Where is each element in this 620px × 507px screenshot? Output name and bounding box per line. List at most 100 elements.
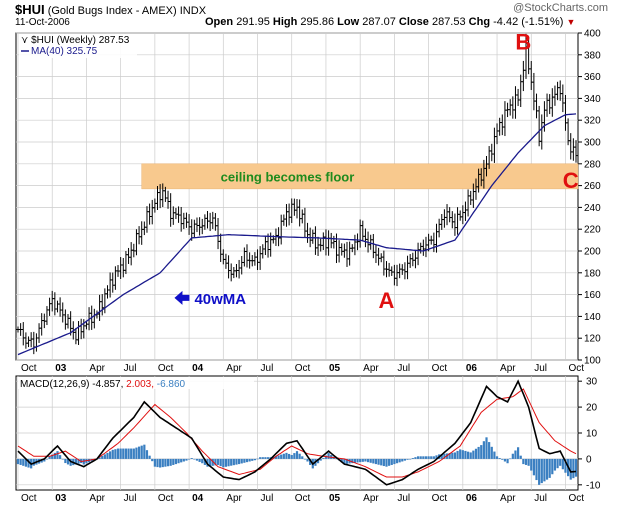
histogram-bar	[56, 451, 59, 459]
macd-xtick-label: Apr	[363, 493, 379, 504]
low-value: 287.07	[362, 16, 396, 28]
histogram-bar	[359, 458, 362, 463]
histogram-bar	[114, 449, 117, 459]
left-arrow-icon	[174, 290, 190, 305]
histogram-bar	[448, 453, 451, 459]
histogram-bar	[532, 458, 535, 476]
macd-ytick-label: 20	[586, 403, 598, 414]
macd-xtick-label: Jul	[124, 493, 137, 504]
band-label: ceiling becomes floor	[221, 169, 355, 184]
histogram-bar	[469, 452, 472, 459]
histogram-bar	[280, 454, 283, 459]
histogram-bar	[198, 458, 201, 462]
histogram-bar	[511, 453, 514, 459]
histogram-bar	[227, 458, 230, 467]
histogram-bar	[327, 453, 330, 459]
histogram-bar	[187, 458, 191, 460]
histogram-bar	[380, 458, 383, 466]
histogram-bar	[145, 450, 149, 459]
macd-xtick-label: Apr	[500, 493, 516, 504]
histogram-bar	[245, 458, 249, 463]
price-xtick-label: Apr	[363, 363, 379, 374]
histogram-bar	[564, 458, 567, 473]
histogram-bar	[174, 458, 178, 465]
histogram-bar	[209, 458, 212, 467]
histogram-bar	[322, 458, 325, 459]
histogram-bar	[274, 456, 278, 459]
histogram-bar	[64, 458, 67, 464]
histogram-bar	[293, 453, 296, 459]
low-label: Low	[337, 16, 360, 28]
histogram-bar	[453, 452, 457, 459]
histogram-bar	[477, 446, 480, 459]
macd-legend-part: -6.860	[157, 379, 186, 390]
price-ytick-label: 280	[584, 159, 601, 170]
brand-watermark: @StockCharts.com	[513, 2, 608, 14]
price-xtick-label: 04	[192, 363, 204, 374]
histogram-bar	[506, 458, 509, 464]
open-label: Open	[205, 16, 234, 28]
macd-ytick-label: 30	[586, 377, 598, 388]
histogram-bar	[527, 458, 530, 466]
macd-legend: MACD(12,26,9) -4.857, 2.003, -6.860	[20, 379, 186, 390]
histogram-bar	[385, 458, 388, 467]
histogram-bar	[466, 451, 470, 459]
annotation-b: B	[515, 30, 531, 55]
histogram-bar	[406, 458, 409, 460]
histogram-bar	[301, 456, 304, 459]
histogram-bar	[116, 448, 120, 459]
price-xtick-label: Oct	[21, 363, 37, 374]
histogram-bar	[161, 458, 164, 468]
histogram-bar	[416, 456, 420, 459]
histogram-bar	[522, 458, 525, 465]
histogram-bar	[298, 453, 301, 459]
histogram-bar	[364, 458, 367, 462]
histogram-bar	[282, 453, 285, 459]
price-xtick-label: Apr	[89, 363, 105, 374]
price-ytick-label: 120	[584, 334, 601, 345]
histogram-bar	[427, 456, 430, 459]
chart-date: 11-Oct-2006	[15, 17, 70, 28]
histogram-bar	[403, 458, 407, 461]
price-ytick-label: 160	[584, 290, 601, 301]
histogram-bar	[172, 458, 175, 465]
histogram-bar	[509, 458, 512, 460]
histogram-bar	[156, 458, 159, 468]
macd-xtick-label: Oct	[158, 493, 174, 504]
histogram-bar	[369, 458, 372, 463]
price-xtick-label: Apr	[500, 363, 516, 374]
price-xtick-label: Jul	[534, 363, 547, 374]
histogram-bar	[451, 452, 454, 459]
exchange: INDX	[179, 5, 207, 17]
histogram-bar	[411, 458, 414, 459]
histogram-bar	[388, 458, 391, 466]
histogram-bar	[19, 458, 22, 465]
histogram-bar	[319, 458, 322, 461]
histogram-bar	[264, 457, 267, 459]
macd-xtick-label: Oct	[295, 493, 311, 504]
price-ytick-label: 400	[584, 29, 601, 40]
macd-xtick-label: Oct	[568, 493, 584, 504]
price-bars	[16, 33, 578, 355]
histogram-bar	[432, 456, 435, 459]
histogram-bar	[127, 448, 130, 459]
histogram-bar	[498, 458, 501, 459]
histogram-bar	[288, 453, 291, 459]
histogram-bar	[137, 446, 141, 459]
histogram-bar	[345, 458, 349, 464]
price-ytick-label: 300	[584, 138, 601, 149]
histogram-bar	[516, 447, 520, 459]
histogram-bar	[514, 450, 517, 459]
histogram-bar	[109, 451, 112, 459]
histogram-bar	[177, 458, 180, 464]
histogram-bar	[395, 458, 399, 464]
histogram-bar	[98, 457, 101, 459]
histogram-bar	[193, 458, 196, 460]
histogram-bar	[340, 458, 343, 463]
price-xtick-label: Jul	[261, 363, 274, 374]
chg-label: Chg	[468, 16, 491, 28]
histogram-bar	[351, 458, 354, 464]
price-ytick-label: 220	[584, 225, 601, 236]
macd-legend-bg	[18, 377, 254, 389]
signal-line	[17, 388, 577, 478]
